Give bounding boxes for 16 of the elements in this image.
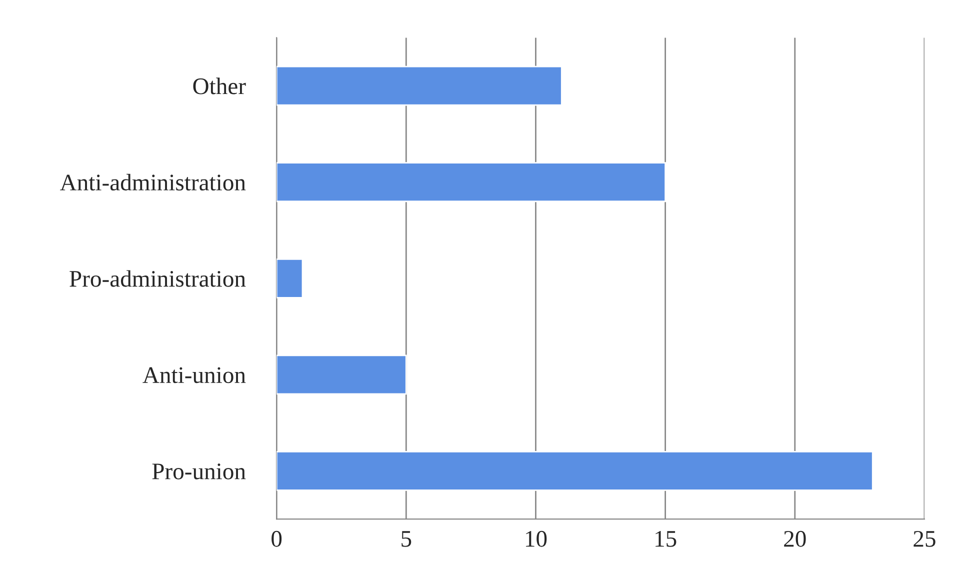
- bar: [276, 258, 304, 298]
- x-tick-label: 10: [526, 530, 547, 547]
- y-tick-label: Anti-union: [142, 367, 246, 384]
- x-tick-label: 15: [656, 531, 676, 547]
- y-tick-label: Other: [193, 78, 246, 94]
- x-tick-label: 0: [272, 530, 282, 547]
- x-tick-label: 20: [784, 530, 806, 547]
- x-tick-label: 25: [914, 530, 936, 547]
- bar: [276, 66, 562, 106]
- y-tick-label: Pro-union: [152, 464, 246, 480]
- y-tick-label: Pro-administration: [70, 270, 246, 287]
- x-tick-label: 5: [402, 531, 412, 547]
- bar: [276, 162, 666, 202]
- y-tick-label: Anti-administration: [60, 174, 246, 191]
- bar: [276, 354, 407, 395]
- bar: [276, 451, 874, 491]
